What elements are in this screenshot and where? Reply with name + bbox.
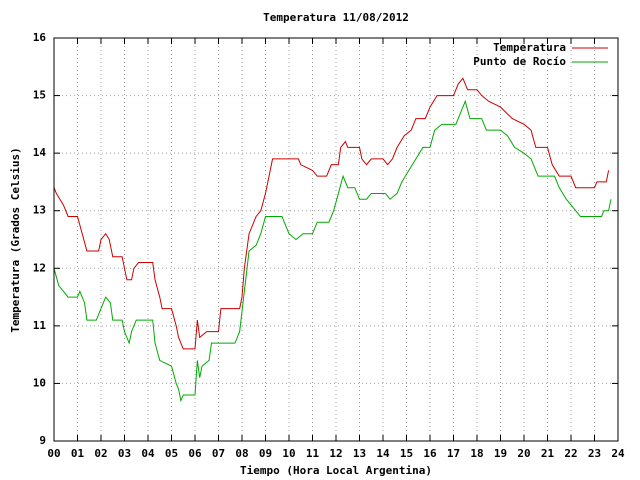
x-tick-label: 13 — [353, 447, 366, 460]
y-tick-label: 16 — [33, 31, 47, 44]
y-tick-label: 11 — [33, 319, 47, 332]
data-line — [53, 77, 610, 350]
x-tick-label: 24 — [611, 447, 625, 460]
x-tick-label: 06 — [188, 447, 202, 460]
x-axis-label: Tiempo (Hora Local Argentina) — [240, 464, 432, 477]
x-tick-label: 19 — [494, 447, 507, 460]
legend-label: Temperatura — [493, 41, 566, 54]
x-tick-label: 16 — [423, 447, 437, 460]
y-tick-label: 13 — [33, 204, 46, 217]
x-tick-label: 07 — [212, 447, 225, 460]
x-tick-label: 11 — [306, 447, 320, 460]
x-tick-label: 17 — [447, 447, 460, 460]
y-tick-label: 12 — [33, 261, 46, 274]
x-tick-label: 10 — [282, 447, 295, 460]
x-tick-label: 01 — [71, 447, 85, 460]
x-tick-label: 08 — [235, 447, 248, 460]
chart-title: Temperatura 11/08/2012 — [263, 11, 409, 24]
x-tick-label: 04 — [141, 447, 155, 460]
x-tick-label: 21 — [541, 447, 555, 460]
x-tick-label: 05 — [165, 447, 178, 460]
x-tick-label: 22 — [564, 447, 577, 460]
y-tick-label: 14 — [33, 146, 47, 159]
x-tick-label: 14 — [376, 447, 390, 460]
plot-border — [53, 37, 619, 442]
x-tick-label: 23 — [588, 447, 601, 460]
x-tick-label: 00 — [47, 447, 60, 460]
y-tick-label: 15 — [33, 89, 46, 102]
x-tick-label: 02 — [94, 447, 107, 460]
x-tick-label: 20 — [517, 447, 530, 460]
legend-label: Punto de Rocío — [473, 55, 566, 68]
x-tick-label: 03 — [118, 447, 131, 460]
x-tick-label: 09 — [259, 447, 272, 460]
y-tick-label: 10 — [33, 376, 46, 389]
y-axis-label: Temperatura (Grados Celsius) — [9, 147, 22, 332]
x-tick-label: 18 — [470, 447, 483, 460]
x-tick-label: 12 — [329, 447, 342, 460]
data-line — [53, 99, 612, 403]
y-tick-label: 9 — [39, 434, 46, 447]
x-tick-label: 15 — [400, 447, 413, 460]
